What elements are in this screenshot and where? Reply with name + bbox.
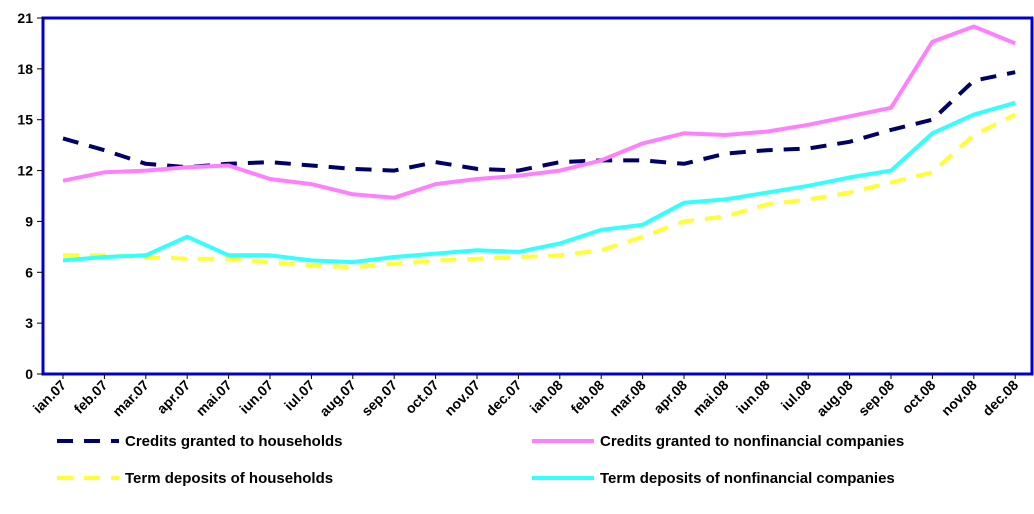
x-tick-label: feb.07 <box>71 377 111 417</box>
x-tick-label: oct.08 <box>899 377 939 417</box>
legend-label-3: Term deposits of households <box>125 470 333 487</box>
x-tick-label: ian.08 <box>527 377 567 417</box>
legend-label-2: Credits granted to nonfinancial companie… <box>600 433 904 450</box>
x-tick-label: sep.07 <box>358 377 400 419</box>
series-line-1 <box>62 70 1016 173</box>
x-tick-label: nov.07 <box>441 377 483 419</box>
y-tick-label: 15 <box>17 112 33 128</box>
x-tick-label: mar.08 <box>606 377 649 420</box>
x-tick-label: aug.08 <box>813 377 856 420</box>
x-tick-label: oct.07 <box>402 377 442 417</box>
y-tick-label: 12 <box>17 163 33 179</box>
x-tick-label: ian.07 <box>30 377 70 417</box>
series-line-2 <box>62 24 1016 200</box>
x-tick-label: dec.08 <box>979 377 1021 419</box>
x-tick-label: mai.07 <box>193 377 235 419</box>
x-tick-label: apr.08 <box>650 377 690 417</box>
x-tick-label: iul.08 <box>778 377 815 414</box>
series-layer <box>62 24 1017 270</box>
x-tick-label: mar.07 <box>109 377 152 420</box>
x-tick-label: dec.07 <box>482 377 524 419</box>
x-tick-label: iul.07 <box>281 377 318 414</box>
y-tick-label: 0 <box>25 366 33 382</box>
y-tick-label: 18 <box>17 61 33 77</box>
x-tick-label: apr.07 <box>153 377 193 417</box>
legend-label-1: Credits granted to households <box>125 433 343 450</box>
legend: Credits granted to households Credits gra… <box>57 433 904 487</box>
x-tick-label: iun.08 <box>733 377 773 417</box>
legend-label-4: Term deposits of nonfinancial companies <box>600 470 895 487</box>
plot-area-border <box>41 16 1034 376</box>
y-tick-label: 6 <box>25 264 33 280</box>
y-tick-label: 21 <box>17 10 33 26</box>
x-tick-label: feb.08 <box>567 377 607 417</box>
y-tick-label: 9 <box>25 213 33 229</box>
x-tick-label: mai.08 <box>689 377 731 419</box>
series-line-4 <box>62 100 1016 265</box>
y-axis: 0 3 6 9 12 15 18 21 <box>17 10 43 382</box>
x-tick-label: sep.08 <box>855 377 897 419</box>
x-tick-label: aug.07 <box>316 377 359 420</box>
x-tick-label: nov.08 <box>938 377 980 419</box>
y-tick-label: 3 <box>25 315 33 331</box>
x-tick-label: iun.07 <box>236 377 276 417</box>
